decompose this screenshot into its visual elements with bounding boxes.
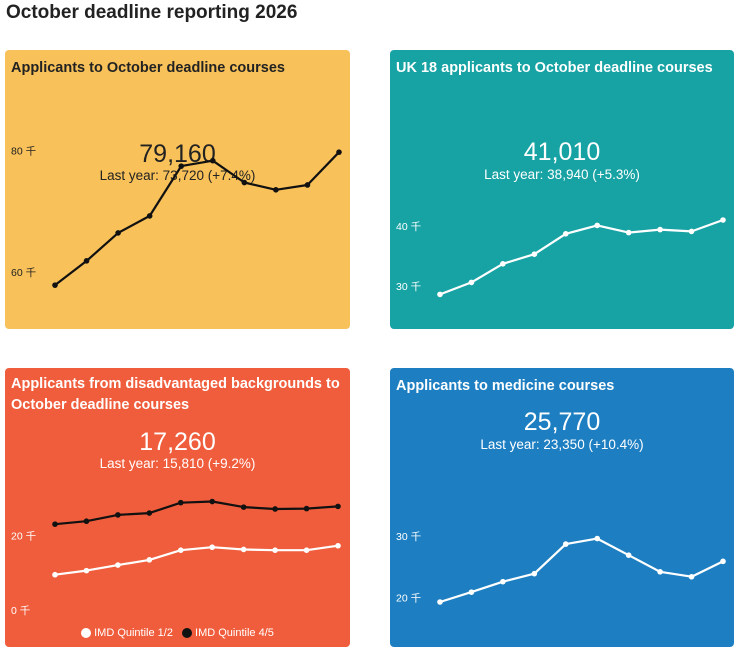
series-line bbox=[53, 500, 340, 526]
card-disadvantaged: Applicants from disadvantaged background… bbox=[5, 368, 350, 647]
data-point bbox=[625, 552, 632, 558]
data-point bbox=[52, 282, 58, 288]
card-medicine: Applicants to medicine courses 25,770 La… bbox=[390, 368, 734, 647]
data-point bbox=[52, 571, 58, 578]
data-point bbox=[688, 228, 695, 235]
card-uk18: UK 18 applicants to October deadline cou… bbox=[390, 50, 734, 329]
data-point bbox=[52, 521, 58, 527]
series-line bbox=[53, 544, 340, 576]
last-year-text: Last year: 73,720 (+7.4%) bbox=[99, 168, 256, 183]
data-point bbox=[500, 261, 506, 267]
data-point bbox=[437, 291, 443, 298]
data-point bbox=[115, 562, 121, 568]
headline-value: 25,770 bbox=[523, 408, 601, 436]
data-point bbox=[562, 541, 569, 547]
legend-label: IMD Quintile 4/5 bbox=[195, 627, 274, 639]
data-point bbox=[209, 498, 216, 505]
line-chart: 0 千 20 千 bbox=[11, 498, 341, 617]
data-point bbox=[240, 546, 247, 553]
card-title: Applicants to medicine courses bbox=[396, 378, 615, 394]
data-point bbox=[83, 518, 90, 525]
data-point bbox=[83, 567, 90, 574]
y-tick-label: 30 千 bbox=[396, 531, 421, 543]
data-point bbox=[146, 510, 153, 516]
data-point bbox=[83, 258, 90, 264]
headline-value: 17,260 bbox=[139, 428, 216, 456]
y-tick-label: 80 千 bbox=[11, 145, 36, 157]
y-tick-label: 40 千 bbox=[396, 221, 421, 233]
data-point bbox=[688, 573, 695, 580]
card-title: UK 18 applicants to October deadline cou… bbox=[396, 60, 713, 76]
data-point bbox=[146, 213, 153, 219]
line-chart: 60 千 80 千 bbox=[11, 145, 342, 288]
data-point bbox=[335, 542, 341, 549]
legend-item: IMD Quintile 1/2 bbox=[81, 627, 173, 639]
data-point bbox=[272, 506, 278, 512]
card-title: Applicants to October deadline courses bbox=[11, 60, 285, 76]
line-chart: 20 千 30 千 bbox=[396, 531, 726, 605]
data-point bbox=[241, 179, 248, 186]
y-tick-label: 0 千 bbox=[11, 605, 30, 617]
data-point bbox=[594, 535, 601, 542]
data-point bbox=[720, 558, 726, 565]
card-applicants: Applicants to October deadline courses 7… bbox=[5, 50, 350, 329]
data-point bbox=[304, 182, 311, 188]
chart-legend: IMD Quintile 1/2 IMD Quintile 4/5 bbox=[5, 627, 350, 641]
data-point bbox=[272, 547, 278, 553]
data-point bbox=[562, 231, 569, 237]
data-point bbox=[303, 547, 310, 553]
last-year-text: Last year: 38,940 (+5.3%) bbox=[484, 167, 640, 182]
data-point bbox=[531, 251, 538, 257]
data-point bbox=[335, 503, 341, 510]
line-chart: 30 千 40 千 bbox=[396, 217, 726, 298]
last-year-text: Last year: 15,810 (+9.2%) bbox=[99, 456, 256, 471]
data-point bbox=[209, 544, 216, 551]
data-point bbox=[657, 226, 663, 233]
series-line bbox=[438, 218, 725, 296]
data-point bbox=[209, 157, 216, 164]
page-title: October deadline reporting 2026 bbox=[6, 2, 298, 23]
last-year-text: Last year: 23,350 (+10.4%) bbox=[480, 437, 644, 452]
data-point bbox=[273, 187, 279, 193]
data-point bbox=[720, 217, 726, 223]
y-tick-label: 20 千 bbox=[11, 531, 36, 543]
data-point bbox=[177, 547, 184, 553]
data-point bbox=[468, 589, 475, 595]
series-line bbox=[53, 151, 341, 287]
y-tick-label: 20 千 bbox=[396, 593, 421, 605]
y-tick-label: 30 千 bbox=[396, 281, 421, 293]
data-point bbox=[115, 512, 121, 518]
data-point bbox=[625, 229, 632, 236]
data-point bbox=[240, 504, 247, 510]
data-point bbox=[594, 222, 601, 229]
data-point bbox=[303, 505, 310, 512]
data-point bbox=[146, 557, 153, 563]
data-point bbox=[177, 499, 184, 506]
legend-marker-icon bbox=[182, 628, 193, 638]
card-title: Applicants from disadvantaged background… bbox=[11, 376, 340, 413]
data-point bbox=[115, 230, 121, 236]
headline-value: 41,010 bbox=[523, 138, 601, 166]
data-point bbox=[657, 569, 663, 575]
y-tick-label: 60 千 bbox=[11, 267, 36, 279]
data-point bbox=[500, 578, 506, 585]
data-point bbox=[468, 279, 475, 286]
legend-label: IMD Quintile 1/2 bbox=[94, 627, 173, 639]
series-line bbox=[438, 537, 725, 604]
data-point bbox=[437, 599, 443, 605]
data-point bbox=[336, 149, 342, 155]
legend-item: IMD Quintile 4/5 bbox=[182, 627, 274, 639]
legend-marker-icon bbox=[81, 628, 92, 638]
data-point bbox=[178, 163, 185, 169]
data-point bbox=[531, 570, 538, 577]
